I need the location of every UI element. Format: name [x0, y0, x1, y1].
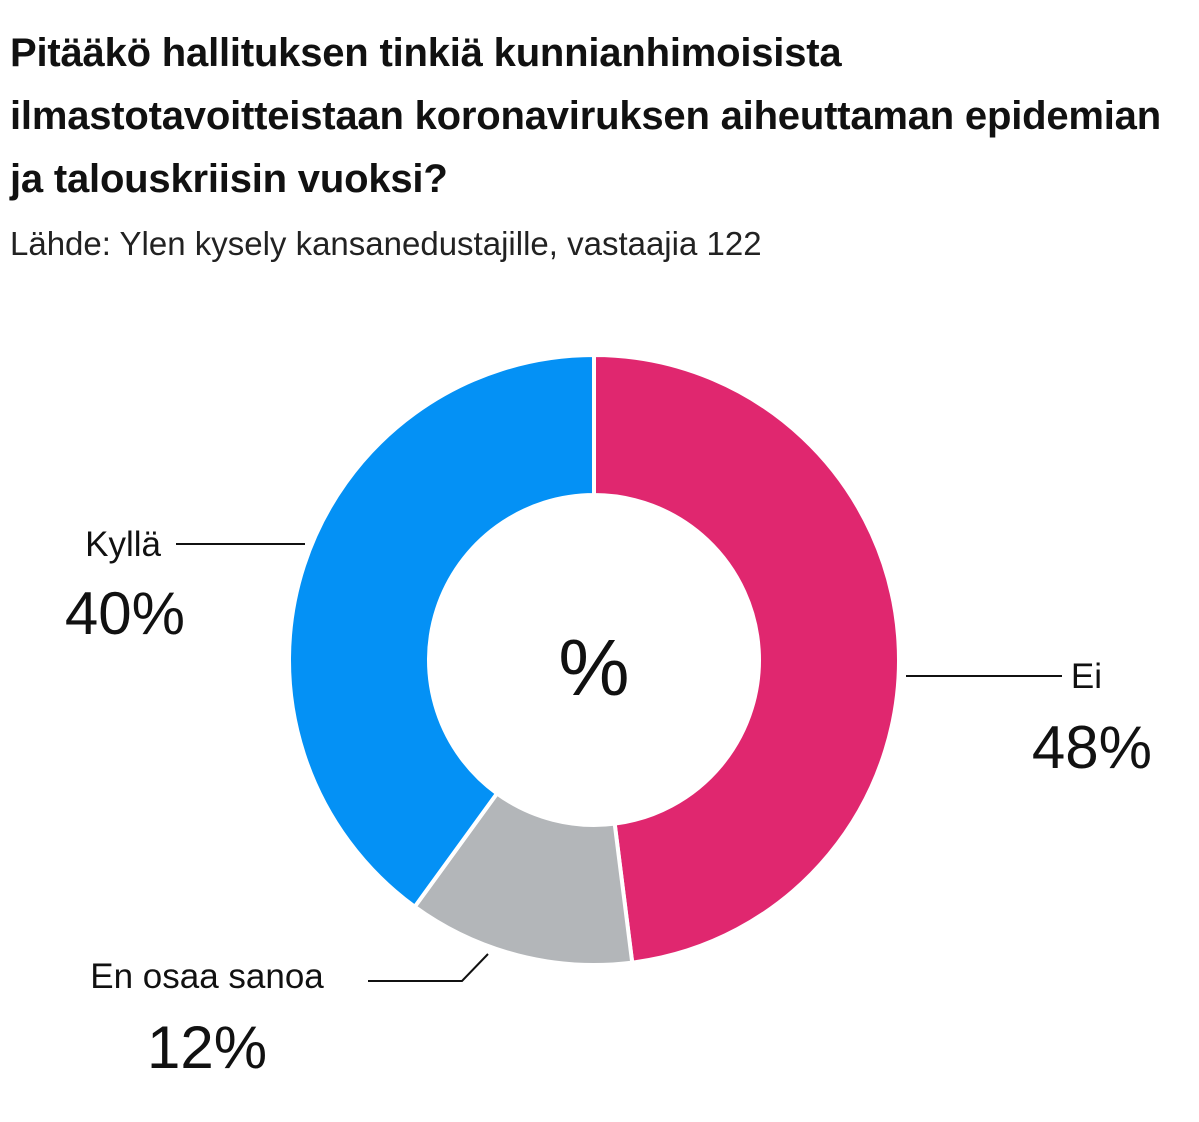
- slice-label-ei: Ei: [1071, 657, 1102, 696]
- slice-value-kylla: 40%: [65, 580, 185, 647]
- slice-label-kylla: Kyllä: [85, 525, 161, 564]
- chart-subtitle: Lähde: Ylen kysely kansanedustajille, va…: [10, 225, 762, 262]
- label-leaders: [176, 543, 1062, 982]
- slice-value-ei: 48%: [1032, 714, 1152, 781]
- slice-value-en-osaa-sanoa: 12%: [147, 1014, 267, 1081]
- leader-line-en-osaa-sanoa: [368, 953, 489, 982]
- slice-label-en-osaa-sanoa: En osaa sanoa: [90, 957, 324, 996]
- center-percent-label: %: [558, 623, 629, 712]
- slice-ei: [592, 353, 901, 965]
- chart-title: Pitääkö hallituksen tinkiä kunnianhimois…: [10, 31, 1161, 201]
- donut-slices: [287, 353, 901, 967]
- slice-kylla: [287, 353, 596, 909]
